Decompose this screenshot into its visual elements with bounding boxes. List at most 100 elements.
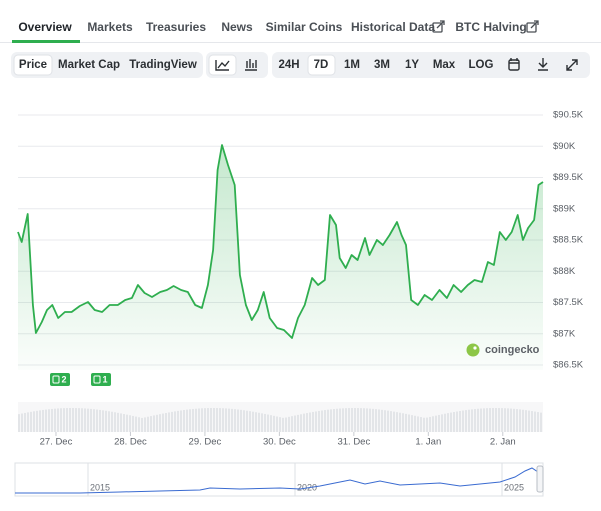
volume-texture — [489, 408, 491, 432]
navigator-handle[interactable] — [536, 465, 544, 493]
volume-texture — [147, 416, 149, 432]
tab[interactable]: BTC Halving — [455, 20, 526, 34]
volume-texture — [510, 408, 512, 432]
volume-texture — [429, 416, 431, 432]
volume-texture — [237, 409, 239, 432]
volume-texture — [24, 412, 26, 432]
volume-texture — [234, 409, 236, 432]
range-button[interactable]: LOG — [469, 59, 494, 71]
volume-texture — [351, 408, 353, 432]
volume-texture — [69, 408, 71, 432]
volume-texture — [192, 408, 194, 432]
volume-texture — [216, 408, 218, 432]
tab[interactable]: Similar Coins — [266, 20, 343, 34]
volume-texture — [36, 410, 38, 432]
volume-texture — [210, 408, 212, 432]
event-count: 2 — [61, 374, 66, 384]
tab[interactable]: Historical Data — [351, 20, 435, 34]
tab[interactable]: Overview — [18, 20, 72, 34]
volume-texture — [414, 415, 416, 432]
y-tick-label: $90.5K — [553, 110, 584, 121]
chart-type-button[interactable]: Price — [19, 59, 47, 71]
volume-texture — [270, 415, 272, 432]
volume-texture — [315, 411, 317, 432]
range-button[interactable]: 1M — [344, 59, 360, 71]
y-tick-label: $86.5K — [553, 360, 584, 371]
volume-texture — [255, 412, 257, 432]
price-chart: $86.5K $87K $87.5K $88K $88.5K $89K $89.5K $90K… — [17, 110, 584, 448]
volume-texture — [225, 408, 227, 432]
volume-texture — [75, 408, 77, 432]
navigator-label: 2025 — [504, 482, 524, 492]
volume-texture — [399, 412, 401, 432]
range-button[interactable]: 3M — [374, 59, 390, 71]
active-button-bg — [307, 54, 336, 76]
tab[interactable]: Treasuries — [146, 20, 206, 34]
range-button[interactable]: 1Y — [405, 59, 419, 71]
volume-texture — [483, 408, 485, 432]
active-tab-underline — [12, 40, 80, 43]
fullscreen-icon[interactable] — [566, 59, 578, 71]
volume-texture — [213, 408, 215, 432]
volume-texture — [207, 408, 209, 432]
volume-texture — [498, 408, 500, 432]
volume-texture — [153, 415, 155, 432]
download-icon[interactable] — [538, 58, 548, 71]
volume-texture — [93, 409, 95, 432]
volume-texture — [360, 408, 362, 432]
chart-type-button[interactable]: TradingView — [129, 59, 197, 71]
volume-texture — [507, 408, 509, 432]
volume-texture — [84, 408, 86, 432]
volume-texture — [333, 409, 335, 432]
navigator-line — [15, 467, 544, 494]
volume-texture — [327, 409, 329, 432]
volume-texture — [45, 409, 47, 432]
volume-texture — [168, 412, 170, 432]
volume-texture — [108, 411, 110, 432]
volume-texture — [126, 414, 128, 432]
volume-texture — [432, 416, 434, 432]
volume-texture — [189, 409, 191, 432]
volume-texture — [453, 412, 455, 432]
volume-texture — [504, 408, 506, 432]
volume-texture — [405, 413, 407, 432]
volume-texture — [393, 411, 395, 432]
navigator: 2015 2020 2025 — [87, 463, 524, 496]
tab[interactable]: News — [221, 20, 253, 34]
volume-texture — [141, 417, 143, 432]
tab[interactable]: Markets — [87, 20, 133, 34]
range-button[interactable]: 24H — [278, 59, 299, 71]
volume-texture — [201, 408, 203, 432]
volume-texture — [480, 408, 482, 432]
range-button[interactable]: 7D — [314, 59, 329, 71]
volume-texture — [513, 408, 515, 432]
volume-texture — [420, 417, 422, 432]
active-button-bg — [13, 54, 53, 76]
event-icon — [52, 375, 60, 384]
chart-type-button[interactable]: Market Cap — [58, 59, 120, 71]
volume-texture — [132, 415, 134, 432]
volume-texture — [51, 408, 53, 432]
volume-texture — [165, 412, 167, 432]
volume-texture — [396, 412, 398, 432]
volume-strip — [18, 402, 543, 432]
candle-chart-icon[interactable] — [245, 59, 257, 71]
volume-texture — [114, 412, 116, 432]
volume-texture — [342, 408, 344, 432]
volume-texture — [402, 413, 404, 432]
x-tick-label: 30. Dec — [263, 437, 296, 448]
volume-texture — [105, 410, 107, 432]
volume-texture — [471, 409, 473, 432]
x-tick-label: 27. Dec — [40, 437, 73, 448]
volume-texture — [279, 417, 281, 432]
volume-texture — [66, 408, 68, 432]
volume-texture — [375, 409, 377, 432]
y-tick-label: $87.5K — [553, 297, 584, 308]
volume-texture — [54, 408, 56, 432]
range-button[interactable]: Max — [433, 59, 456, 71]
volume-texture — [321, 410, 323, 432]
line-chart-icon[interactable] — [215, 60, 230, 71]
calendar-icon[interactable] — [508, 58, 520, 71]
volume-texture — [204, 408, 206, 432]
